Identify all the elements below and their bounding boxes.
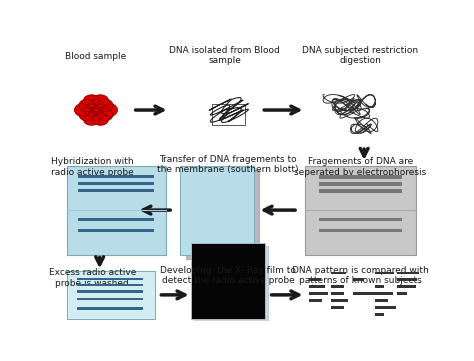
Bar [305, 166, 416, 255]
Bar [194, 246, 268, 321]
Bar [79, 218, 154, 221]
Circle shape [75, 104, 91, 116]
Bar [77, 307, 143, 310]
Text: Blood sample: Blood sample [65, 52, 127, 61]
Bar [375, 286, 384, 288]
Circle shape [83, 113, 100, 125]
Bar [186, 170, 259, 259]
Circle shape [88, 100, 104, 112]
Bar [79, 182, 154, 185]
Circle shape [83, 95, 100, 107]
Bar [319, 175, 402, 179]
Bar [181, 166, 254, 255]
Bar [319, 190, 402, 193]
Bar [331, 271, 346, 274]
Bar [212, 104, 245, 125]
Bar [331, 286, 344, 288]
Bar [331, 299, 348, 302]
Bar [319, 218, 402, 221]
Bar [353, 278, 364, 281]
Bar [397, 286, 416, 288]
Bar [309, 278, 321, 281]
Text: DNA isolated from Blood
sample: DNA isolated from Blood sample [169, 46, 280, 65]
Bar [309, 286, 325, 288]
Text: Excess radio active
probe is washed: Excess radio active probe is washed [49, 269, 136, 288]
Text: DNA subjected restriction
digestion: DNA subjected restriction digestion [302, 46, 419, 65]
Text: Hybridization with
radio active probe: Hybridization with radio active probe [51, 157, 134, 177]
Bar [397, 292, 407, 295]
Circle shape [92, 95, 109, 107]
Bar [319, 229, 402, 232]
Text: Developing  the X- Ray film to
detect the radio active probe: Developing the X- Ray film to detect the… [160, 266, 296, 285]
Text: Transfer of DNA fragements to
the membrane (southern blott): Transfer of DNA fragements to the membra… [157, 155, 299, 174]
Text: DNA pattern is compared with
patterns of known subjects: DNA pattern is compared with patterns of… [292, 266, 429, 285]
Bar [66, 166, 166, 255]
Bar [331, 306, 344, 309]
Bar [375, 299, 388, 302]
Bar [353, 292, 374, 295]
Bar [397, 271, 419, 274]
Bar [375, 306, 395, 309]
Bar [79, 190, 154, 192]
Bar [77, 298, 143, 300]
Circle shape [97, 100, 113, 112]
Bar [77, 290, 143, 293]
Bar [319, 182, 402, 186]
Text: Fragements of DNA are
seperated by electrophoresis: Fragements of DNA are seperated by elect… [294, 157, 427, 177]
Circle shape [92, 104, 109, 116]
Bar [375, 271, 394, 274]
Circle shape [79, 100, 95, 112]
Circle shape [79, 108, 95, 121]
Bar [79, 175, 154, 178]
Bar [79, 229, 154, 232]
Bar [309, 292, 328, 295]
Bar [191, 243, 265, 318]
Circle shape [83, 104, 100, 116]
Bar [331, 292, 344, 295]
Bar [375, 313, 384, 316]
Bar [77, 284, 143, 286]
Circle shape [97, 108, 113, 121]
Circle shape [101, 104, 117, 116]
Circle shape [92, 113, 109, 125]
Bar [375, 292, 392, 295]
Circle shape [88, 108, 104, 121]
Bar [397, 278, 417, 281]
Bar [77, 278, 143, 280]
Bar [309, 299, 322, 302]
Bar [66, 271, 155, 318]
